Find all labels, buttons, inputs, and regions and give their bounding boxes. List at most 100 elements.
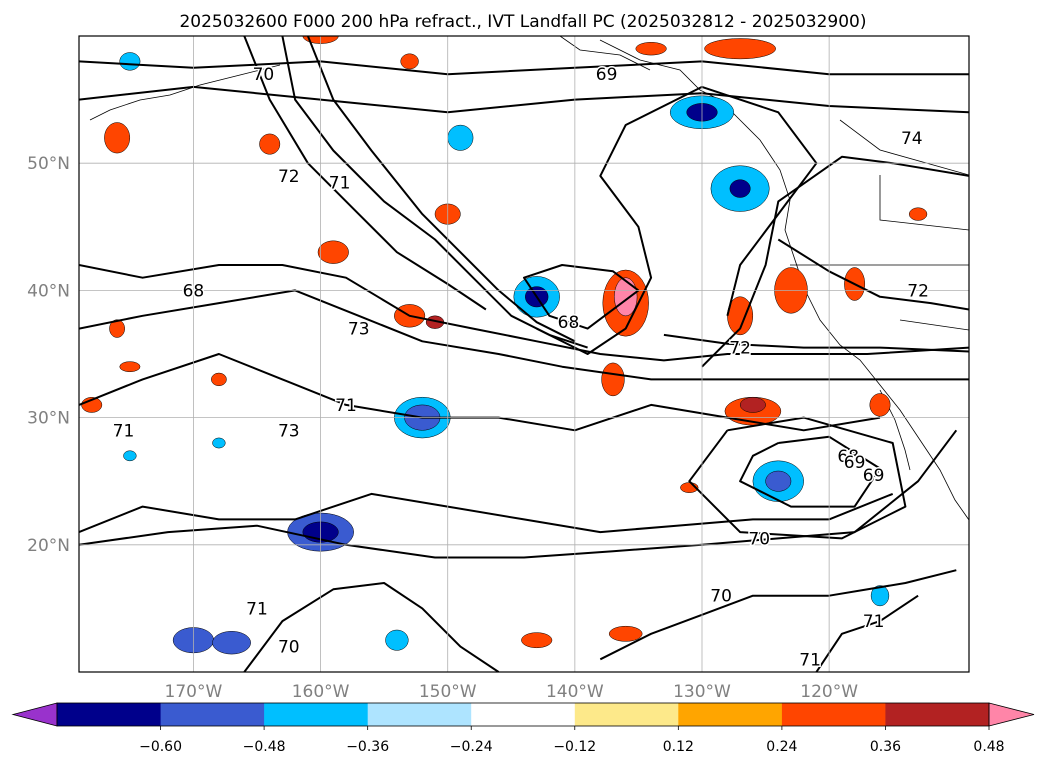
colorbar-segment xyxy=(160,703,265,726)
contour-line xyxy=(79,85,969,114)
colorbar-segment xyxy=(885,703,990,726)
y-tick-label: 40°N xyxy=(27,281,70,301)
x-axis-ticks: 170°W 160°W 150°W 140°W 130°W 120°W xyxy=(165,682,859,702)
fill-blob xyxy=(870,585,890,607)
fill-blob xyxy=(123,450,137,462)
x-tick-label: 150°W xyxy=(419,682,477,702)
colorbar-extend-high xyxy=(988,702,1035,727)
y-axis-ticks: 20°N 30°N 40°N 50°N xyxy=(27,154,70,556)
colorbar-segment xyxy=(574,703,679,726)
contour-line xyxy=(79,492,894,534)
fill-blob xyxy=(608,625,643,642)
gridlines xyxy=(79,36,969,672)
chart-title: 2025032600 F000 200 hPa refract., IVT La… xyxy=(179,12,866,32)
x-tick-label: 170°W xyxy=(165,682,223,702)
fill-blob xyxy=(400,53,419,70)
contour-line xyxy=(281,36,588,349)
colorbar-segment xyxy=(264,703,369,726)
contour-line xyxy=(536,85,818,355)
contour-label: 70 xyxy=(748,529,770,549)
map-frame xyxy=(78,35,970,673)
contour-line xyxy=(663,333,969,353)
x-tick-label: 160°W xyxy=(292,682,350,702)
fill-blob xyxy=(385,629,409,651)
colorbar-tick-label: −0.12 xyxy=(553,739,596,755)
colorbar-tick-label: 0.24 xyxy=(766,739,797,755)
contour-line xyxy=(739,435,881,508)
contour-label: 70 xyxy=(253,65,275,85)
colorbar-tick-label: 0.48 xyxy=(973,739,1004,755)
fill-blob xyxy=(212,631,251,655)
contour-line xyxy=(599,569,957,661)
contour-label: 71 xyxy=(863,612,885,632)
contour-line xyxy=(777,238,969,311)
fill-blob xyxy=(521,632,553,649)
colorbar-segment xyxy=(57,703,162,726)
colorbar-frame xyxy=(56,702,990,727)
fill-blob xyxy=(119,361,141,373)
fill-blob xyxy=(869,393,891,417)
contour-label: 73 xyxy=(348,320,370,340)
fill-blob xyxy=(729,179,751,198)
fill-blob xyxy=(908,207,928,221)
y-tick-label: 20°N xyxy=(27,536,70,556)
contour-label: 72 xyxy=(729,339,751,359)
contour-label: 69 xyxy=(863,466,885,486)
fill-blob xyxy=(212,437,226,449)
contour-label: 70 xyxy=(278,638,300,658)
colorbar-tick-label: 0.12 xyxy=(663,739,694,755)
contour-label: 71 xyxy=(329,173,351,193)
y-tick-label: 50°N xyxy=(27,154,70,174)
fill-blob xyxy=(119,52,141,71)
colorbar-tick-label: −0.48 xyxy=(243,739,286,755)
fill-blob xyxy=(727,296,754,336)
contour-line xyxy=(688,416,907,540)
contour-label: 69 xyxy=(596,65,618,85)
colorbar-segment xyxy=(367,703,472,726)
contour-label: 72 xyxy=(278,167,300,187)
contour-label: 71 xyxy=(335,396,357,416)
contour-line xyxy=(243,582,500,672)
contour-label: 68 xyxy=(183,281,205,301)
colorbar-segment xyxy=(471,703,576,726)
colorbar-segment xyxy=(678,703,783,726)
contour-line xyxy=(79,289,969,381)
fill-blob xyxy=(104,122,131,154)
colorbar-tick-label: −0.24 xyxy=(450,739,493,755)
contour-label: 73 xyxy=(278,421,300,441)
colorbar: −0.60 −0.48 −0.36 −0.24 −0.12 0.12 0.24 0.36 0.4… xyxy=(11,702,1035,755)
contour-line xyxy=(79,429,958,559)
colorbar-segment xyxy=(781,703,886,726)
contour-label: 70 xyxy=(710,587,732,607)
x-tick-label: 140°W xyxy=(546,682,604,702)
y-tick-label: 30°N xyxy=(27,409,70,429)
contour-line xyxy=(523,264,640,330)
x-tick-label: 120°W xyxy=(800,682,858,702)
fill-blob xyxy=(635,42,667,56)
colorbar-tick-label: −0.60 xyxy=(139,739,182,755)
contour-label: 68 xyxy=(558,313,580,333)
fill-blob xyxy=(739,397,766,413)
fill-blob xyxy=(765,470,792,492)
colorbar-extend-low xyxy=(11,702,58,727)
fill-blob xyxy=(614,277,638,317)
fill-blob xyxy=(317,240,349,264)
fill-blob xyxy=(704,38,776,60)
colorbar-tick-label: −0.36 xyxy=(346,739,389,755)
fill-blob xyxy=(259,133,281,155)
fill-blob xyxy=(211,372,227,387)
x-tick-label: 130°W xyxy=(673,682,731,702)
contour-label: 69 xyxy=(844,453,866,473)
contour-label: 71 xyxy=(246,599,268,619)
contour-label: 68 xyxy=(837,447,859,467)
contour-label: 74 xyxy=(901,129,923,149)
contour-label: 71 xyxy=(113,421,135,441)
refractivity-fill xyxy=(81,36,928,655)
contour-label: 72 xyxy=(907,281,929,301)
fill-blob xyxy=(109,319,125,338)
contour-line xyxy=(79,264,969,362)
contour-line xyxy=(79,60,969,76)
fill-blob xyxy=(447,124,474,151)
